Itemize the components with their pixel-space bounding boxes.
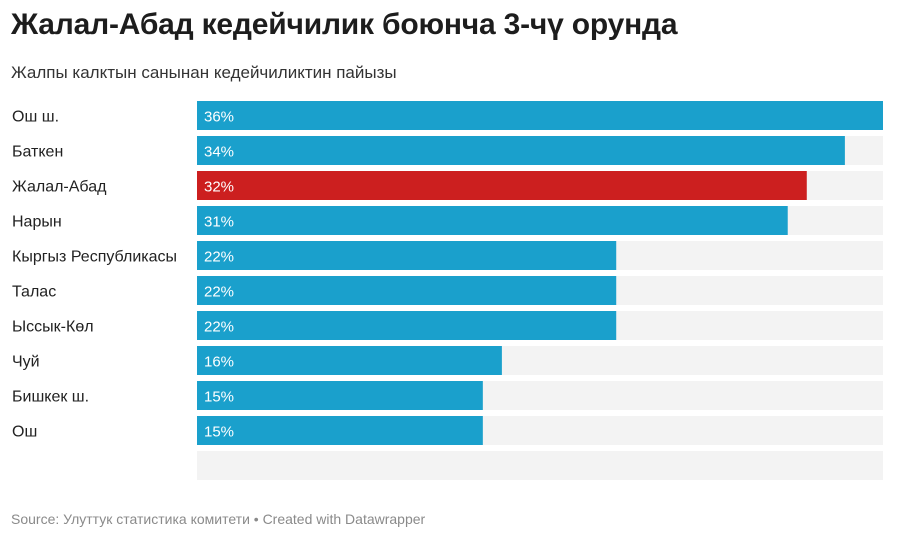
bar (197, 136, 845, 165)
value-label: 31% (204, 214, 234, 231)
value-label: 22% (204, 319, 234, 336)
bar (197, 381, 483, 410)
category-label: Кыргыз Республикасы (12, 249, 177, 266)
value-label: 22% (204, 284, 234, 301)
bar (197, 276, 617, 305)
category-label: Ош ш. (12, 109, 59, 126)
category-label: Нарын (12, 214, 62, 231)
bar (197, 101, 883, 130)
value-label: 15% (204, 424, 234, 441)
category-label: Жалал-Абад (12, 179, 107, 196)
bar (197, 416, 483, 445)
chart-title: Жалал-Абад кедейчилик боюнча 3-чү орунда (11, 8, 678, 41)
bar-chart: Ош ш. 36% Баткен 34% Жалал-Абад 32% Нарын 31% Кы… (12, 101, 883, 480)
category-label: Бишкек ш. (12, 389, 89, 406)
source-note: Source: Улуттук статистика комитети • Cr… (11, 511, 426, 527)
value-label: 36% (204, 109, 234, 126)
bar (197, 311, 617, 340)
value-label: 16% (204, 354, 234, 371)
value-label: 32% (204, 179, 234, 196)
chart-subtitle: Жалпы калктын санынан кедейчиликтин пайы… (11, 63, 397, 82)
bar (197, 241, 617, 270)
value-label: 15% (204, 389, 234, 406)
bar (197, 171, 807, 200)
category-label: Чуй (12, 354, 40, 371)
value-label: 22% (204, 249, 234, 266)
bar-track (197, 451, 883, 480)
category-label: Баткен (12, 144, 63, 161)
bar (197, 346, 502, 375)
value-label: 34% (204, 144, 234, 161)
category-label: Ош (12, 424, 37, 441)
category-label: Талас (12, 284, 56, 301)
category-label: Ыссык-Көл (12, 319, 94, 336)
bar (197, 206, 788, 235)
